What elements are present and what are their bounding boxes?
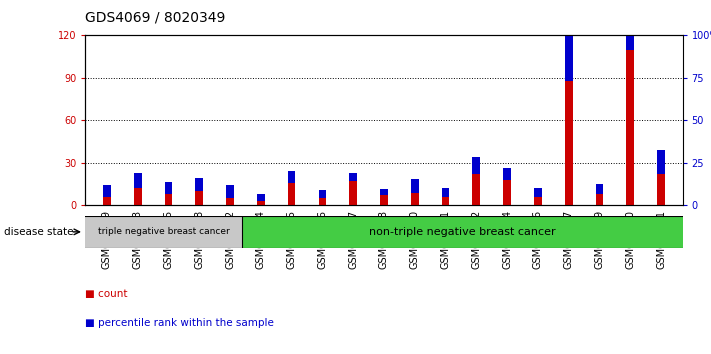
Text: triple negative breast cancer: triple negative breast cancer [98,227,230,236]
Bar [411,179,419,193]
Bar [196,191,203,205]
Bar [349,181,357,205]
Bar [242,216,683,248]
Bar [288,183,296,205]
Text: non-triple negative breast cancer: non-triple negative breast cancer [369,227,556,237]
Bar [85,216,242,248]
Bar [103,185,111,197]
Bar [565,81,572,205]
Bar [319,190,326,198]
Bar [257,201,264,205]
Bar [196,178,203,191]
Bar [164,194,172,205]
Bar [380,195,387,205]
Bar [103,197,111,205]
Bar [288,171,296,183]
Bar [134,188,141,205]
Bar [164,182,172,194]
Bar [134,173,141,188]
Bar [472,174,480,205]
Bar [380,189,387,195]
Bar [503,180,511,205]
Bar [503,168,511,180]
Bar [657,174,665,205]
Bar [442,197,449,205]
Bar [257,194,264,201]
Text: ■ count: ■ count [85,289,128,299]
Bar [319,198,326,205]
Bar [565,13,572,81]
Bar [349,173,357,181]
Bar [442,188,449,197]
Text: GDS4069 / 8020349: GDS4069 / 8020349 [85,11,225,25]
Bar [226,185,234,198]
Bar [596,184,604,194]
Bar [534,188,542,197]
Bar [626,0,634,50]
Text: disease state: disease state [4,227,73,237]
Bar [534,197,542,205]
Bar [657,150,665,174]
Bar [226,198,234,205]
Bar [472,157,480,174]
Bar [596,194,604,205]
Text: ■ percentile rank within the sample: ■ percentile rank within the sample [85,318,274,328]
Bar [626,50,634,205]
Bar [411,193,419,205]
